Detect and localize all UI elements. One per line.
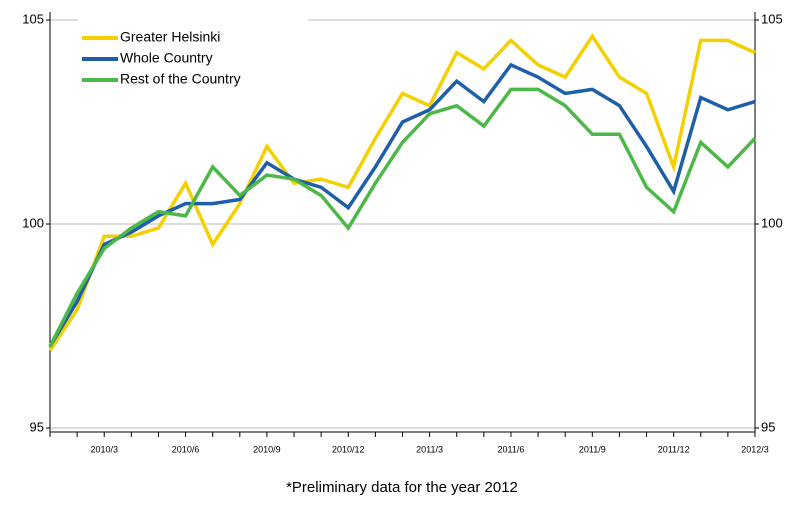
- y2-tick-label: 95: [761, 419, 775, 434]
- x-tick-label: 2011/3: [416, 444, 443, 454]
- legend-box: [78, 10, 308, 98]
- legend-label: Whole Country: [120, 50, 213, 66]
- x-tick-label: 2011/12: [658, 444, 690, 454]
- series-line: [48, 87, 757, 348]
- legend-label: Greater Helsinki: [120, 29, 220, 45]
- y-tick-label: 100: [22, 215, 44, 230]
- y2-tick-label: 105: [761, 11, 783, 26]
- y-tick-label: 95: [30, 419, 44, 434]
- series-line: [48, 62, 756, 348]
- footnote: *Preliminary data for the year 2012: [286, 479, 518, 496]
- x-tick-label: 2011/9: [579, 444, 606, 454]
- x-tick-label: 2010/3: [90, 444, 118, 454]
- x-tick-label: 2010/12: [332, 444, 365, 454]
- y-tick-label: 105: [22, 11, 44, 26]
- x-tick-label: 2010/9: [253, 444, 281, 454]
- x-tick-label: 2012/3: [741, 444, 769, 454]
- y2-tick-label: 100: [761, 215, 783, 230]
- legend-label: Rest of the Country: [120, 71, 241, 87]
- x-tick-label: 2010/6: [172, 444, 200, 454]
- x-tick-label: 2011/6: [498, 444, 525, 454]
